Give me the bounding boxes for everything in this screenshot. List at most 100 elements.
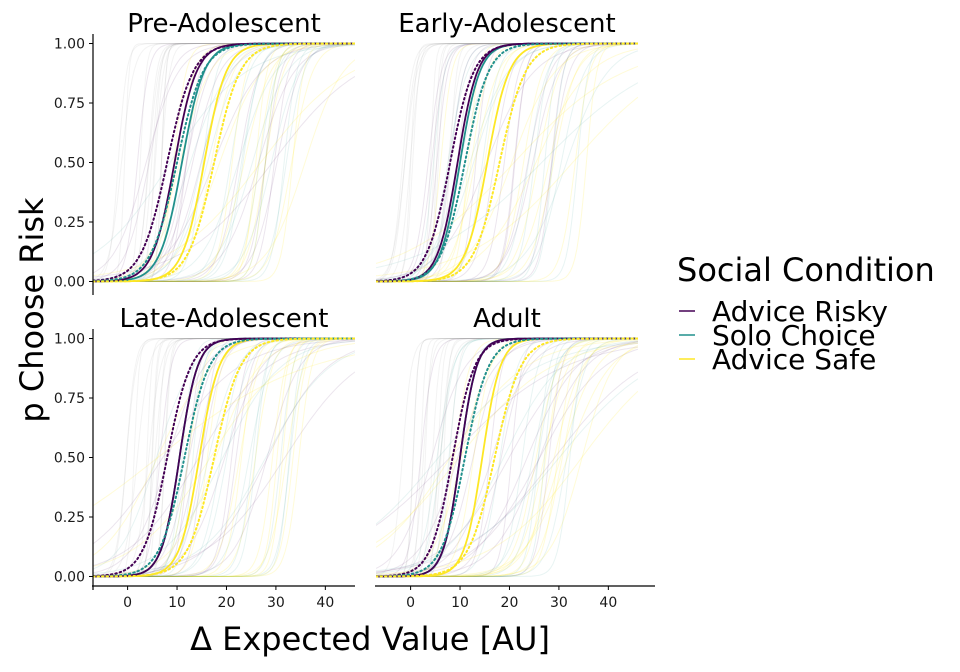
individual-curve [376,340,638,575]
y-tick-label: 0.75 [54,391,85,407]
individual-curve [93,338,355,577]
individual-curve [93,339,355,545]
x-tick-label: 30 [550,595,568,611]
individual-curve [376,338,638,577]
x-tick-label: 20 [501,595,519,611]
individual-curve [376,338,638,577]
individual-curve [376,96,638,277]
individual-curve [93,338,355,577]
individual-curve [376,338,638,577]
individual-curve [93,339,355,577]
individual-curve [376,342,638,543]
individual-curve [93,338,355,577]
individual-curve [376,338,638,574]
x-tick-label: 20 [218,595,236,611]
model-curve-advice-safe [93,337,355,578]
individual-curve [376,338,638,577]
individual-curve [376,338,638,577]
individual-curve [376,338,638,577]
y-tick-label: 0.00 [54,569,85,585]
individual-curve [376,338,638,577]
model-curve-advice-risky [93,337,355,577]
individual-curve [376,338,638,577]
individual-curve [93,338,355,577]
individual-curve [93,338,355,577]
individual-curve [93,352,355,576]
individual-curve [376,338,638,577]
individual-curve [93,338,355,577]
individual-curve [93,354,355,507]
x-tick-label: 10 [168,595,186,611]
individual-curve [376,378,638,572]
individual-curve [376,338,638,577]
individual-curve [376,390,638,575]
individual-curve [93,338,355,577]
individual-curve [376,338,638,577]
individual-curve [376,338,638,577]
model-curve-advice-safe [93,42,355,283]
plot-area [93,337,355,578]
individual-curve [93,338,355,577]
y-tick-label: 1.00 [54,332,85,348]
individual-curve [376,338,638,577]
individual-curve [93,338,355,577]
model-curve-solo-choice [93,337,355,578]
individual-curve [376,339,638,548]
x-tick-label: 0 [406,595,415,611]
model-curve-advice-safe [376,337,638,578]
individual-curve [376,338,638,577]
individual-curve [93,338,355,577]
individual-curve [376,338,638,577]
individual-curve [93,43,355,281]
individual-curve [93,338,355,577]
plot-area [93,42,355,283]
individual-curve [93,338,355,577]
individual-curve [376,82,638,269]
group-curve-advice-safe [376,337,638,578]
individual-curve [376,338,638,577]
individual-curve [376,43,638,280]
individual-curve [93,338,355,577]
individual-curve [376,338,638,577]
individual-curve [93,338,355,577]
individual-curve [376,338,638,569]
group-curve-solo-choice [93,337,355,578]
individual-curve [93,338,355,577]
individual-curve [376,338,638,577]
y-tick-label: 0.00 [54,274,85,290]
individual-curve [376,338,638,577]
model-curve-advice-risky [93,42,355,282]
individual-curve [93,338,355,577]
individual-curve [93,338,355,577]
individual-curve [376,338,638,577]
individual-curve [93,338,355,577]
individual-curve [93,338,355,577]
group-curve-advice-risky [376,337,638,578]
individual-curve [376,338,638,577]
individual-curve [93,69,355,277]
individual-curve [376,338,638,577]
facet-panel: Adult 0 10 20 30 40 [375,304,655,611]
y-tick-label: 0.50 [54,156,85,172]
individual-curve [376,340,638,577]
individual-curve [376,342,638,573]
individual-curve [93,338,355,577]
individual-curve [376,338,638,577]
individual-curve [93,338,355,577]
individual-curve [93,338,355,577]
x-tick-label: 40 [599,595,617,611]
individual-curve [93,338,355,577]
legend-title: Social Condition [677,251,935,289]
individual-curve [376,338,638,577]
y-tick-label: 0.25 [54,510,85,526]
model-curve-advice-risky [376,337,638,578]
individual-curve [93,338,355,577]
legend-label: Advice Safe [712,343,876,376]
individual-curve [93,338,355,577]
plot-area [376,42,638,283]
x-tick-label: 30 [267,595,285,611]
individual-curve [93,343,355,567]
y-tick-label: 0.50 [54,451,85,467]
individual-curve [93,338,355,577]
